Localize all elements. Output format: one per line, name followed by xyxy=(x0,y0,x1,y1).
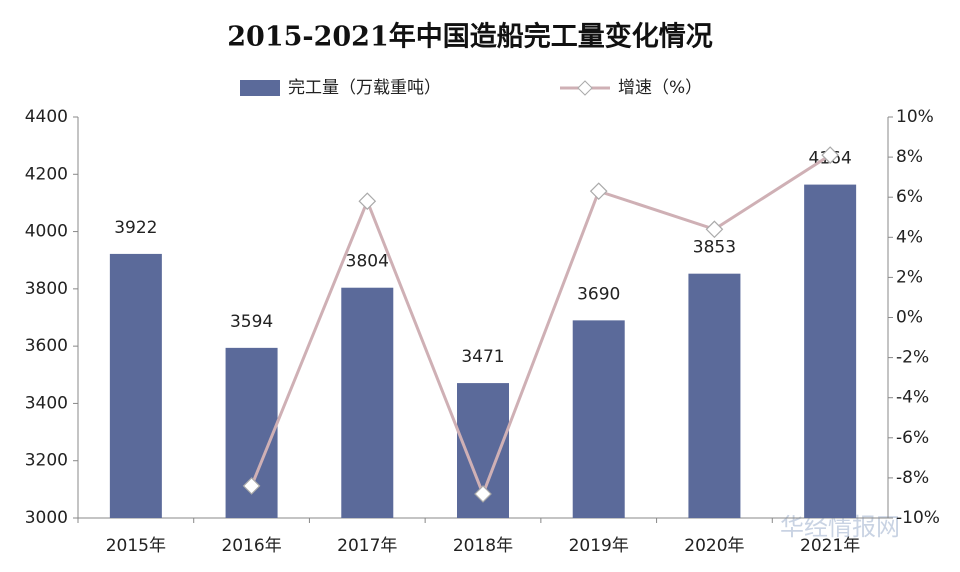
legend-label: 完工量（万载重吨） xyxy=(288,78,441,98)
y-tick-label: 3400 xyxy=(25,393,68,413)
x-tick-label: 2017年 xyxy=(337,536,397,556)
line-marker xyxy=(474,485,492,503)
chart-title: 2015-2021年中国造船完工量变化情况 xyxy=(227,21,713,53)
line-marker xyxy=(705,220,724,239)
line-marker xyxy=(242,477,261,495)
y-tick-label: 4000 xyxy=(25,222,68,242)
x-tick-label: 2015年 xyxy=(106,536,166,556)
line-marker xyxy=(821,146,839,164)
data-label: 3471 xyxy=(461,347,504,367)
x-tick-label: 2019年 xyxy=(569,536,629,556)
y2-tick-label: 4% xyxy=(896,227,923,247)
y2-tick-label: 10% xyxy=(896,107,934,127)
y-tick-label: 3800 xyxy=(25,279,68,299)
y2-tick-label: 0% xyxy=(896,308,923,328)
y2-tick-label: -4% xyxy=(896,388,929,408)
y2-tick-label: -2% xyxy=(896,348,929,368)
y2-tick-label: 6% xyxy=(896,187,923,207)
x-tick-label: 2018年 xyxy=(453,536,513,556)
bar xyxy=(688,273,741,518)
y2-tick-label: 8% xyxy=(896,147,923,167)
y-tick-label: 3200 xyxy=(25,451,68,471)
bar xyxy=(804,184,857,518)
line xyxy=(250,153,831,499)
data-label: 3690 xyxy=(577,284,620,304)
y-tick-label: 3000 xyxy=(25,508,68,528)
y2-tick-label: -10% xyxy=(896,508,940,528)
line-marker xyxy=(358,192,377,211)
y2-tick-label: -8% xyxy=(896,468,929,488)
y2-tick-label: 2% xyxy=(896,267,923,287)
line-marker xyxy=(589,182,608,201)
data-label: 3804 xyxy=(346,252,389,272)
legend-marker xyxy=(577,80,593,96)
x-tick-label: 2016年 xyxy=(221,536,281,556)
bar xyxy=(109,253,162,519)
y-tick-label: 4200 xyxy=(25,164,68,184)
x-tick-label: 2020年 xyxy=(684,536,744,556)
data-label: 3853 xyxy=(693,238,736,258)
legend-swatch xyxy=(240,80,280,96)
data-label: 3922 xyxy=(114,218,157,238)
legend-label: 增速（%） xyxy=(618,78,702,98)
y-tick-label: 4400 xyxy=(25,107,68,127)
bar xyxy=(572,320,625,518)
bar xyxy=(341,287,394,518)
data-label: 3594 xyxy=(230,312,273,332)
x-tick-label: 2021年 xyxy=(800,536,860,556)
y-tick-label: 3600 xyxy=(25,336,68,356)
y2-tick-label: -6% xyxy=(896,428,929,448)
